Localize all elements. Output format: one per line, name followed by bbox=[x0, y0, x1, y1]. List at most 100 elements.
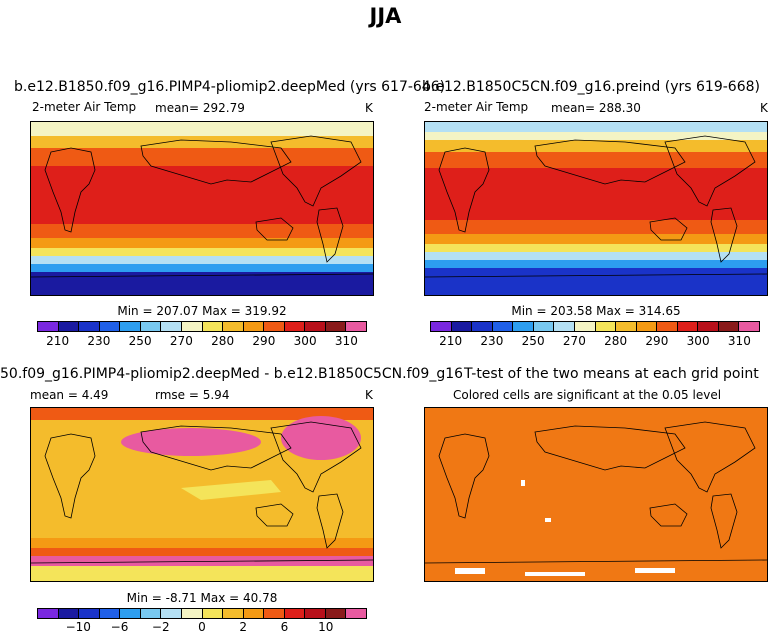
colorbar-tick-label: −10 bbox=[65, 620, 91, 634]
colorbar-tick-label: −6 bbox=[110, 620, 129, 634]
colorbar-swatch bbox=[574, 322, 596, 331]
colorbar-swatch bbox=[264, 609, 285, 618]
p3-band-s2 bbox=[31, 548, 373, 556]
p2-band-s4 bbox=[425, 260, 767, 268]
page-title: JJA bbox=[369, 4, 402, 28]
panel2-colorbar-labels: 210 230 250 270 280 290 300 310 bbox=[430, 334, 760, 350]
panel2-variable: 2-meter Air Temp bbox=[424, 100, 529, 114]
p2-band-s2 bbox=[425, 244, 767, 252]
colorbar-swatch bbox=[533, 322, 555, 331]
colorbar-swatch bbox=[202, 609, 224, 618]
colorbar-swatch bbox=[677, 322, 699, 331]
panel2-minmax: Min = 203.58 Max = 314.65 bbox=[511, 304, 681, 318]
panel1-colorbar-labels: 210 230 250 270 280 290 300 310 bbox=[37, 334, 367, 350]
colorbar-tick-label: −2 bbox=[151, 620, 170, 634]
colorbar-tick-label: 230 bbox=[87, 334, 111, 348]
panel3-map bbox=[30, 407, 374, 582]
panel3-colorbar-labels: −10 −6 −2 0 2 6 10 bbox=[37, 620, 367, 636]
colorbar-swatch bbox=[492, 322, 514, 331]
p2-band-north bbox=[425, 140, 767, 152]
panel4-map bbox=[424, 407, 768, 582]
colorbar-swatch bbox=[161, 322, 182, 331]
colorbar-swatch bbox=[305, 609, 326, 618]
p3-coastlines bbox=[31, 421, 373, 564]
panel4-title: T-test of the two means at each grid poi… bbox=[464, 366, 759, 382]
p1-band-tropics bbox=[31, 166, 373, 224]
p1-band-s4 bbox=[31, 264, 373, 272]
colorbar-swatch bbox=[513, 322, 534, 331]
colorbar-tick-label: 10 bbox=[318, 620, 334, 634]
panel2-map bbox=[424, 121, 768, 296]
p3-band-s3 bbox=[31, 556, 373, 566]
panel1-colorbar bbox=[37, 321, 367, 332]
p1-band-smid bbox=[31, 224, 373, 238]
p2-band-s1 bbox=[425, 234, 767, 244]
colorbar-swatch bbox=[99, 322, 121, 331]
colorbar-swatch bbox=[305, 322, 326, 331]
colorbar-swatch bbox=[223, 322, 244, 331]
colorbar-swatch bbox=[38, 322, 59, 331]
colorbar-tick-label: 290 bbox=[252, 334, 276, 348]
colorbar-swatch bbox=[120, 609, 141, 618]
p4-nonsignificant-cells bbox=[455, 480, 675, 576]
colorbar-tick-label: 280 bbox=[211, 334, 235, 348]
panel1-map-svg bbox=[31, 122, 373, 295]
p2-band-s3 bbox=[425, 252, 767, 260]
p4-significant-cells bbox=[425, 408, 767, 581]
colorbar-tick-label: 270 bbox=[562, 334, 586, 348]
colorbar-tick-label: 280 bbox=[604, 334, 628, 348]
p2-band-nmid bbox=[425, 152, 767, 168]
colorbar-tick-label: 310 bbox=[727, 334, 751, 348]
panel1-mean: mean= 292.79 bbox=[155, 101, 245, 115]
panel3-minmax: Min = -8.71 Max = 40.78 bbox=[126, 591, 278, 605]
colorbar-swatch bbox=[325, 609, 347, 618]
colorbar-tick-label: 6 bbox=[280, 620, 289, 634]
panel4-subtitle: Colored cells are significant at the 0.0… bbox=[453, 388, 722, 402]
p3-band-s1 bbox=[31, 538, 373, 548]
colorbar-swatch bbox=[140, 322, 162, 331]
panel1-map bbox=[30, 121, 374, 296]
p1-band-s3 bbox=[31, 256, 373, 264]
colorbar-swatch bbox=[202, 322, 224, 331]
colorbar-swatch bbox=[284, 322, 306, 331]
p2-band-smid bbox=[425, 220, 767, 234]
panel2-map-svg bbox=[425, 122, 767, 295]
p2-band-north0 bbox=[425, 132, 767, 140]
panel3-units: K bbox=[365, 388, 373, 402]
colorbar-tick-label: 2 bbox=[239, 620, 248, 634]
colorbar-swatch bbox=[58, 322, 80, 331]
colorbar-tick-label: 210 bbox=[46, 334, 70, 348]
panel2-title: b.e12.B1850C5CN.f09_g16.preind (yrs 619-… bbox=[422, 79, 760, 95]
colorbar-swatch bbox=[718, 322, 740, 331]
colorbar-swatch bbox=[554, 322, 575, 331]
p1-band-s1 bbox=[31, 238, 373, 248]
colorbar-swatch bbox=[657, 322, 678, 331]
panel1-minmax: Min = 207.07 Max = 319.92 bbox=[117, 304, 287, 318]
colorbar-swatch bbox=[99, 609, 121, 618]
colorbar-swatch bbox=[346, 322, 366, 331]
p2-band-tropics bbox=[425, 168, 767, 220]
panel1-units: K bbox=[365, 101, 373, 115]
colorbar-swatch bbox=[120, 322, 141, 331]
colorbar-tick-label: 250 bbox=[128, 334, 152, 348]
colorbar-tick-label: 210 bbox=[439, 334, 463, 348]
p3-greenland-warm bbox=[281, 416, 361, 460]
p1-band-nmid bbox=[31, 148, 373, 166]
colorbar-swatch bbox=[181, 322, 203, 331]
p3-pacific-band bbox=[181, 480, 281, 500]
colorbar-swatch bbox=[739, 322, 759, 331]
colorbar-swatch bbox=[472, 322, 493, 331]
colorbar-swatch bbox=[698, 322, 719, 331]
colorbar-swatch bbox=[181, 609, 203, 618]
colorbar-tick-label: 310 bbox=[334, 334, 358, 348]
colorbar-tick-label: 230 bbox=[480, 334, 504, 348]
colorbar-swatch bbox=[325, 322, 347, 331]
panel4-map-svg bbox=[425, 408, 767, 581]
panel3-rmse: rmse = 5.94 bbox=[155, 388, 230, 402]
colorbar-swatch bbox=[595, 322, 617, 331]
panel3-mean: mean = 4.49 bbox=[30, 388, 109, 402]
colorbar-swatch bbox=[140, 609, 162, 618]
panel3-title: 50.f09_g16.PIMP4-pliomip2.deepMed - b.e1… bbox=[0, 366, 462, 382]
panel1-variable: 2-meter Air Temp bbox=[32, 100, 137, 114]
panel2-mean: mean= 288.30 bbox=[551, 101, 641, 115]
